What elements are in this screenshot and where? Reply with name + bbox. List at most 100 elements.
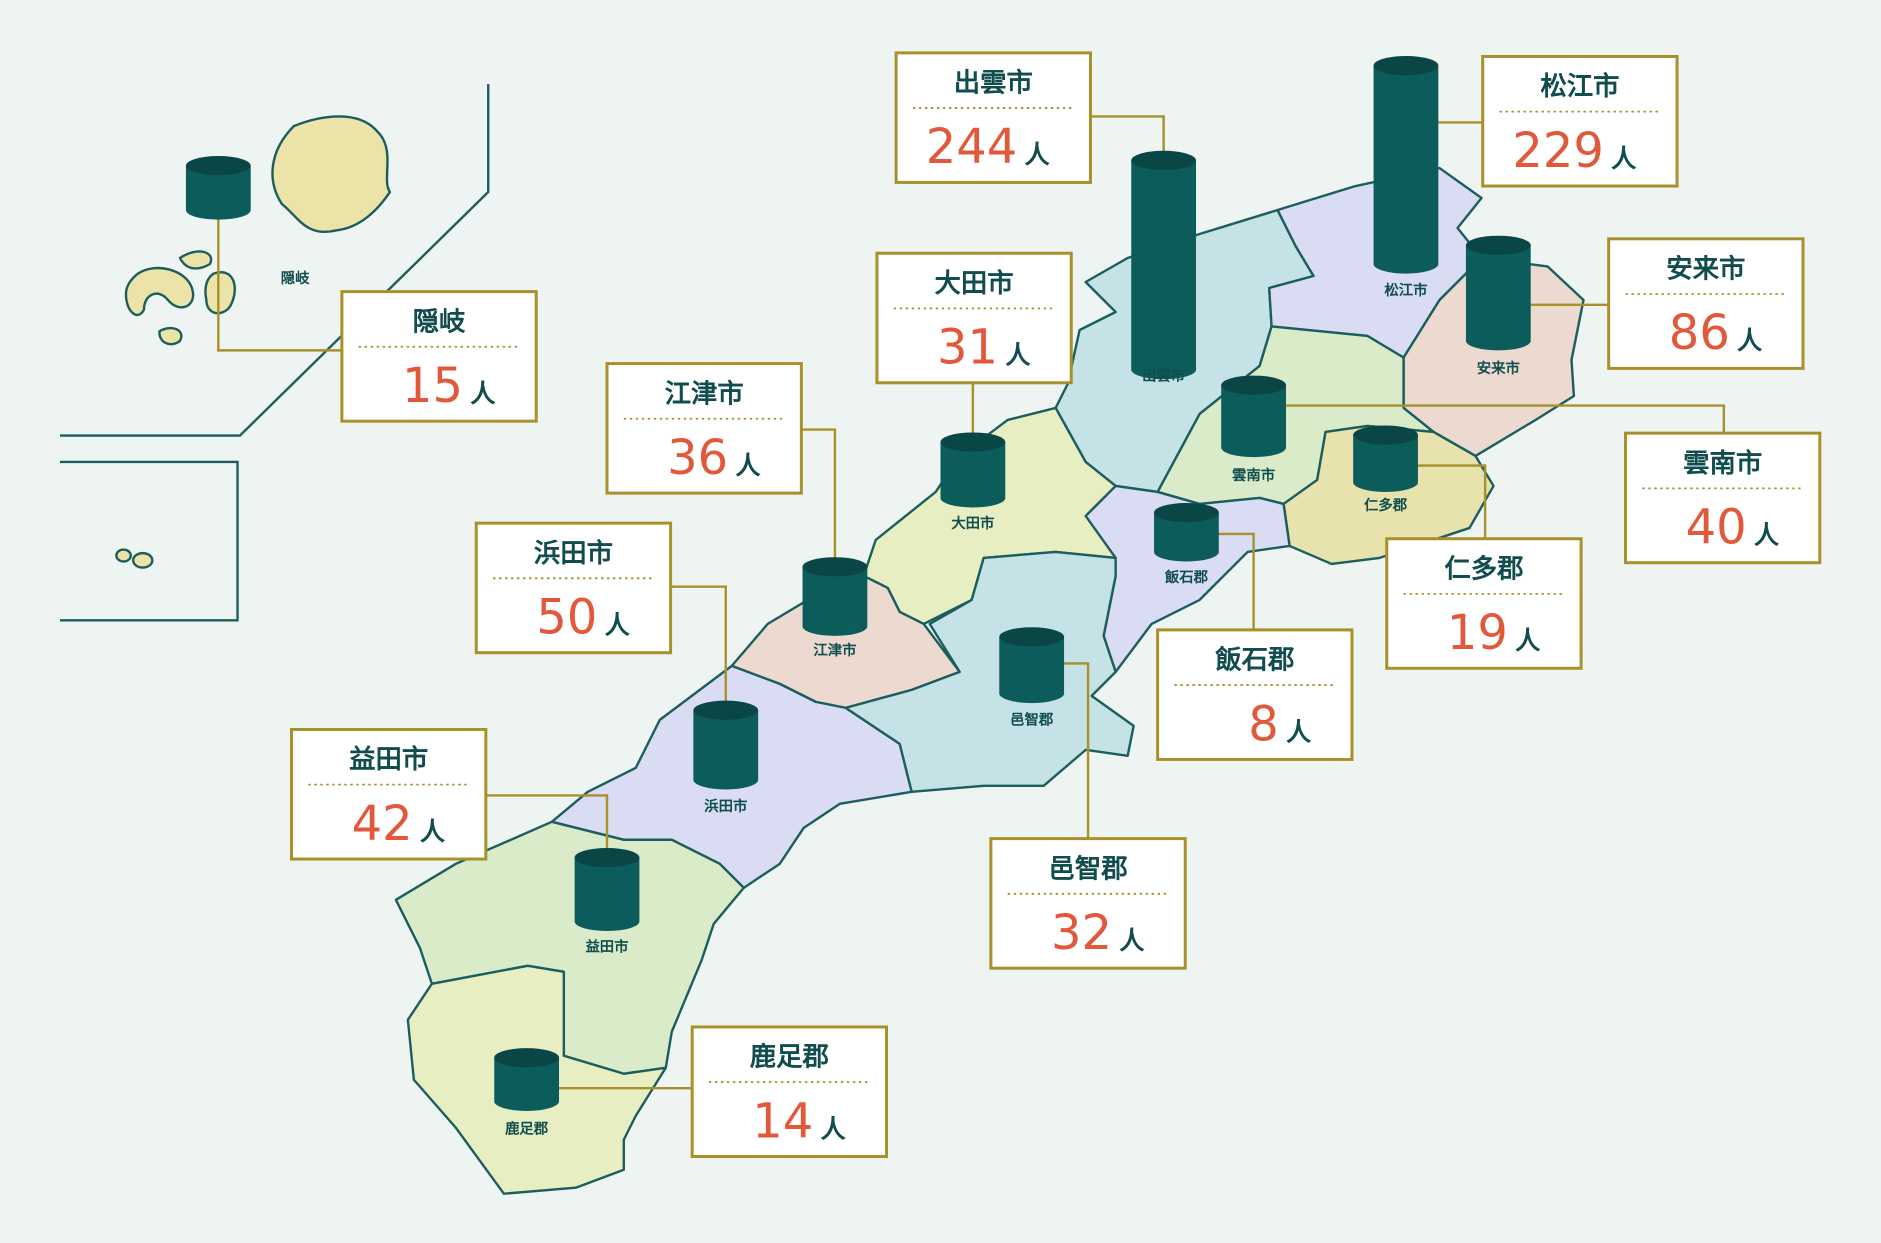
leader-line	[1218, 532, 1255, 630]
cylinder	[1221, 385, 1286, 458]
leader-line	[217, 210, 342, 352]
callout-name: 鹿足郡	[750, 1042, 829, 1073]
callout-value: 36	[667, 430, 728, 486]
map-label: 松江市	[1384, 281, 1427, 299]
callout-box	[474, 521, 673, 655]
callout-unit: 人	[605, 610, 631, 639]
cylinder	[940, 442, 1006, 508]
callout-value: 31	[937, 320, 998, 376]
callout-value: 15	[402, 358, 463, 414]
callout-box	[1156, 628, 1354, 761]
callout-value: 40	[1686, 500, 1747, 556]
callout-unit: 人	[1737, 326, 1763, 355]
cylinder-top	[1154, 502, 1219, 523]
callout-unit: 人	[1005, 341, 1031, 370]
leader-line	[1417, 464, 1487, 539]
cylinder-top	[494, 1048, 560, 1068]
map-label: 大田市	[951, 514, 994, 532]
callout-box	[1607, 237, 1805, 370]
callout-unit: 人	[1611, 144, 1637, 173]
callout-value: 14	[752, 1093, 813, 1149]
cylinder	[693, 710, 759, 790]
callout-box	[894, 51, 1092, 184]
callout-name: 大田市	[935, 268, 1014, 299]
oki-islands	[115, 115, 392, 569]
cylinder-top	[1221, 375, 1286, 395]
cylinder	[1465, 245, 1531, 351]
callout-value: 19	[1447, 605, 1508, 661]
cylinder-top	[693, 700, 759, 720]
callout-unit: 人	[1024, 140, 1050, 169]
callout-unit: 人	[420, 817, 446, 846]
cylinder-top	[1373, 56, 1439, 76]
leader-lines	[217, 115, 1726, 1090]
cylinder	[1373, 65, 1439, 274]
callout-name: 邑智郡	[1048, 854, 1127, 884]
cylinder-top	[1465, 235, 1531, 255]
callout-value: 229	[1512, 123, 1604, 179]
map-label: 仁多郡	[1364, 496, 1408, 514]
callout-box	[340, 290, 538, 423]
callout-value: 86	[1669, 305, 1730, 361]
callout-box	[1623, 431, 1822, 565]
callout-unit: 人	[470, 379, 496, 408]
callout-unit: 人	[821, 1114, 847, 1143]
cylinder	[574, 857, 640, 932]
map-label: 安来市	[1477, 359, 1520, 377]
callout-unit: 人	[1515, 626, 1541, 655]
callout-unit: 人	[1119, 926, 1145, 955]
callout-value: 42	[352, 796, 413, 852]
callout-name: 安来市	[1666, 254, 1745, 285]
map-label: 江津市	[813, 641, 856, 659]
leader-line	[1062, 662, 1090, 839]
callout-name: 出雲市	[954, 68, 1033, 99]
cylinder	[1353, 435, 1418, 492]
leader-line	[1285, 404, 1726, 434]
cylinder-top	[1353, 425, 1418, 445]
callout-box	[875, 251, 1073, 385]
cylinder-top	[185, 156, 251, 176]
callout-name: 仁多郡	[1444, 554, 1523, 584]
callout-name: 浜田市	[534, 538, 613, 569]
map-label: 益田市	[585, 937, 628, 955]
cylinder	[802, 566, 868, 636]
cylinder	[1131, 160, 1197, 380]
map-label: 出雲市	[1142, 366, 1185, 384]
callout-unit: 人	[1286, 717, 1312, 746]
callout-value: 32	[1051, 905, 1112, 961]
callout-name: 松江市	[1540, 71, 1619, 102]
callout-box	[605, 362, 803, 495]
map-label: 飯石郡	[1164, 568, 1209, 586]
cylinder-top	[999, 627, 1065, 647]
callout-box	[1385, 537, 1583, 670]
callout-unit: 人	[735, 451, 761, 480]
cylinder-top	[574, 847, 640, 868]
cylinder	[185, 165, 251, 220]
map-label: 邑智郡	[1010, 711, 1054, 729]
callout-name: 飯石郡	[1215, 645, 1294, 676]
map-label: 浜田市	[704, 797, 747, 815]
leader-line	[670, 585, 727, 708]
cylinder-top	[940, 432, 1006, 452]
callout-value: 8	[1248, 696, 1279, 752]
cylinder	[999, 636, 1065, 704]
callout-box	[1481, 54, 1679, 188]
callout-box	[989, 837, 1187, 970]
cylinder-top	[802, 557, 868, 577]
callout-name: 江津市	[665, 378, 744, 409]
leader-line	[1091, 115, 1165, 157]
leader-line	[801, 428, 837, 564]
callout-box	[290, 727, 488, 861]
region	[844, 550, 1135, 794]
callout-unit: 人	[1754, 521, 1780, 550]
map-label: 鹿足郡	[505, 1120, 549, 1138]
callout-name: 雲南市	[1683, 448, 1762, 479]
map-label: 隠岐	[281, 269, 310, 287]
cylinder-top	[1131, 150, 1197, 170]
callout-value: 50	[536, 589, 597, 645]
map-label: 雲南市	[1232, 466, 1275, 484]
